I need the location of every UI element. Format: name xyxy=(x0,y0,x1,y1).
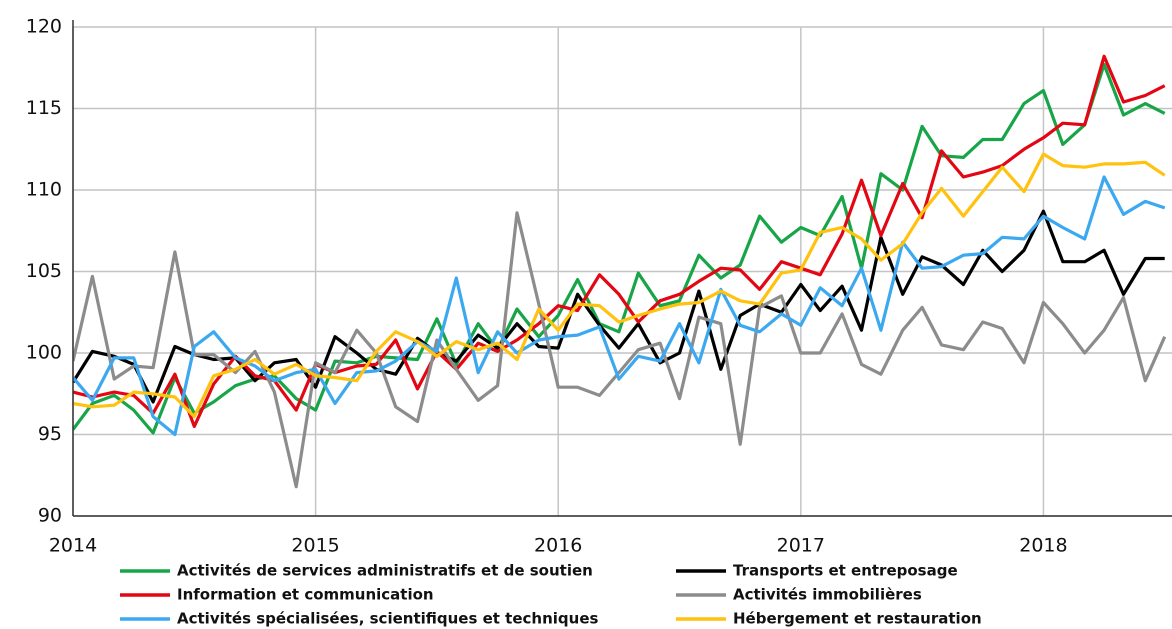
y-tick-label: 115 xyxy=(26,97,62,119)
legend-label: Information et communication xyxy=(177,586,434,604)
x-tick-label: 2016 xyxy=(534,535,582,557)
series-line xyxy=(73,209,1165,404)
y-tick-label: 100 xyxy=(26,342,62,364)
series-line xyxy=(73,54,1166,428)
legend-label: Activités immobilières xyxy=(733,586,922,604)
y-tick-label: 95 xyxy=(38,423,62,445)
series-line xyxy=(73,175,1166,437)
legend-label: Hébergement et restauration xyxy=(733,610,982,628)
legend-label: Activités spécialisées, scientifiques et… xyxy=(177,610,599,628)
x-tick-label: 2015 xyxy=(291,535,339,557)
grid xyxy=(72,26,1172,517)
y-tick-label: 120 xyxy=(26,16,62,38)
series-line xyxy=(73,152,1166,419)
legend-label: Transports et entreposage xyxy=(733,562,958,580)
axes: 90 95 100 105 110 115 120 2014 2015 2016 2017 2018 A… xyxy=(26,16,1172,628)
series-line xyxy=(73,211,1167,489)
y-tick-label: 105 xyxy=(26,260,62,282)
y-tick-label: 110 xyxy=(26,179,62,201)
y-tick-label: 90 xyxy=(38,505,62,527)
plot-area xyxy=(73,54,1167,489)
x-tick-label: 2018 xyxy=(1019,535,1067,557)
x-tick-label: 2014 xyxy=(49,535,97,557)
legend-label: Activités de services administratifs et … xyxy=(177,562,593,580)
x-tick-label: 2017 xyxy=(777,535,825,557)
